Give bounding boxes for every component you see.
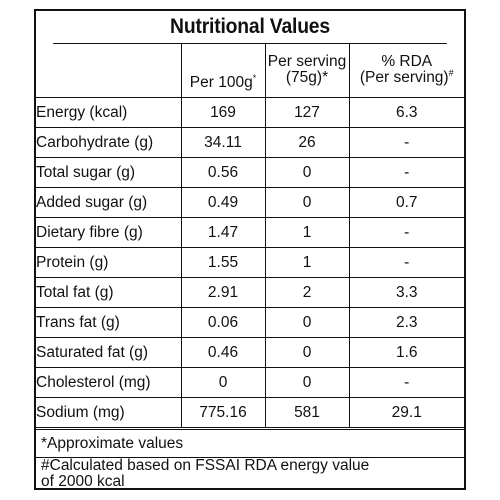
value-per-serving: 127 bbox=[264, 97, 350, 128]
value-per-100g: 169 bbox=[180, 97, 266, 128]
value-per-100g: 34.11 bbox=[180, 127, 266, 158]
nutrient-name: Total sugar (g) bbox=[36, 157, 182, 188]
table-row: Protein (g) 1.55 1- bbox=[36, 247, 464, 278]
nutrient-name: Saturated fat (g) bbox=[36, 337, 182, 368]
value-per-serving: 0 bbox=[264, 187, 350, 218]
header-nutrient-blank bbox=[36, 43, 182, 98]
header-per-serving-line2: (75g)* bbox=[285, 69, 329, 86]
header-rda-sup: # bbox=[448, 67, 454, 78]
header-rda-line2: (Per serving) bbox=[359, 69, 449, 86]
value-per-100g: 1.55 bbox=[180, 247, 266, 278]
nutrient-name: Carbohydrate (g) bbox=[36, 127, 182, 158]
nutrient-name: Cholesterol (mg) bbox=[36, 367, 182, 398]
table-header-row: Per 100g* Per serving (75g)* % RDA (Per … bbox=[36, 43, 464, 98]
nutrient-name: Dietary fibre (g) bbox=[36, 217, 182, 248]
header-rda-line2-wrap: (Per serving)# bbox=[350, 67, 464, 86]
footnote-approximate: *Approximate values bbox=[36, 429, 464, 457]
header-per-100g-label: Per 100g bbox=[189, 74, 253, 91]
value-rda: 0.7 bbox=[348, 187, 464, 218]
value-rda: - bbox=[348, 367, 464, 398]
nutrition-table: Per 100g* Per serving (75g)* % RDA (Per … bbox=[36, 43, 464, 428]
value-rda: 1.6 bbox=[348, 337, 464, 368]
value-per-serving: 581 bbox=[264, 397, 350, 428]
table-row: Cholesterol (mg) 0 0- bbox=[36, 367, 464, 398]
footnote-rda-line2: of 2000 kcal bbox=[41, 473, 125, 490]
value-per-100g: 1.47 bbox=[180, 217, 266, 248]
value-rda: - bbox=[348, 157, 464, 188]
header-rda-line1: % RDA bbox=[381, 53, 433, 70]
value-per-100g: 0.56 bbox=[180, 157, 266, 188]
nutrition-label: Nutritional Values Per 100g* Per serving… bbox=[34, 9, 466, 490]
value-rda: - bbox=[348, 217, 464, 248]
value-per-serving: 0 bbox=[264, 367, 350, 398]
value-per-100g: 2.91 bbox=[180, 277, 266, 308]
table-row: Trans fat (g) 0.06 0 2.3 bbox=[36, 307, 464, 338]
nutrient-name: Sodium (mg) bbox=[36, 397, 182, 428]
table-row: Saturated fat (g) 0.46 0 1.6 bbox=[36, 337, 464, 368]
value-rda: - bbox=[348, 247, 464, 278]
nutrient-name: Protein (g) bbox=[36, 247, 182, 278]
value-per-serving: 1 bbox=[264, 217, 350, 248]
value-rda: 2.3 bbox=[348, 307, 464, 338]
value-per-100g: 0.49 bbox=[180, 187, 266, 218]
table-row: Total fat (g) 2.91 2 3.3 bbox=[36, 277, 464, 308]
value-per-serving: 26 bbox=[264, 127, 350, 158]
value-rda: 29.1 bbox=[348, 397, 464, 428]
value-rda: 3.3 bbox=[348, 277, 464, 308]
value-per-100g: 0 bbox=[180, 367, 266, 398]
label-title: Nutritional Values bbox=[53, 11, 447, 44]
footnote-rda-line1: #Calculated based on FSSAI RDA energy va… bbox=[41, 457, 370, 474]
table-row: Sodium (mg) 775.16 581 29.1 bbox=[36, 397, 464, 428]
header-per-serving: Per serving (75g)* bbox=[264, 43, 350, 98]
value-per-serving: 0 bbox=[264, 157, 350, 188]
value-per-100g: 0.46 bbox=[180, 337, 266, 368]
table-row: Carbohydrate (g) 34.11 26- bbox=[36, 127, 464, 158]
table-row: Total sugar (g) 0.56 0- bbox=[36, 157, 464, 188]
value-rda: 6.3 bbox=[348, 97, 464, 128]
value-per-serving: 1 bbox=[264, 247, 350, 278]
table-row: Energy (kcal) 169 127 6.3 bbox=[36, 97, 464, 128]
header-per-100g-sup: * bbox=[252, 72, 257, 83]
value-per-100g: 775.16 bbox=[180, 397, 266, 428]
header-per-100g: Per 100g* bbox=[180, 43, 266, 98]
table-row: Added sugar (g) 0.49 0 0.7 bbox=[36, 187, 464, 218]
value-per-serving: 2 bbox=[264, 277, 350, 308]
nutrient-name: Trans fat (g) bbox=[36, 307, 182, 338]
nutrient-name: Energy (kcal) bbox=[36, 97, 182, 128]
nutrient-name: Added sugar (g) bbox=[36, 187, 182, 218]
value-per-serving: 0 bbox=[264, 307, 350, 338]
nutrient-name: Total fat (g) bbox=[36, 277, 182, 308]
footnote-rda: #Calculated based on FSSAI RDA energy va… bbox=[36, 457, 464, 490]
value-rda: - bbox=[348, 127, 464, 158]
table-row: Dietary fibre (g) 1.47 1- bbox=[36, 217, 464, 248]
header-rda: % RDA (Per serving)# bbox=[348, 43, 464, 98]
value-per-100g: 0.06 bbox=[180, 307, 266, 338]
header-per-serving-line1: Per serving bbox=[267, 53, 347, 70]
value-per-serving: 0 bbox=[264, 337, 350, 368]
